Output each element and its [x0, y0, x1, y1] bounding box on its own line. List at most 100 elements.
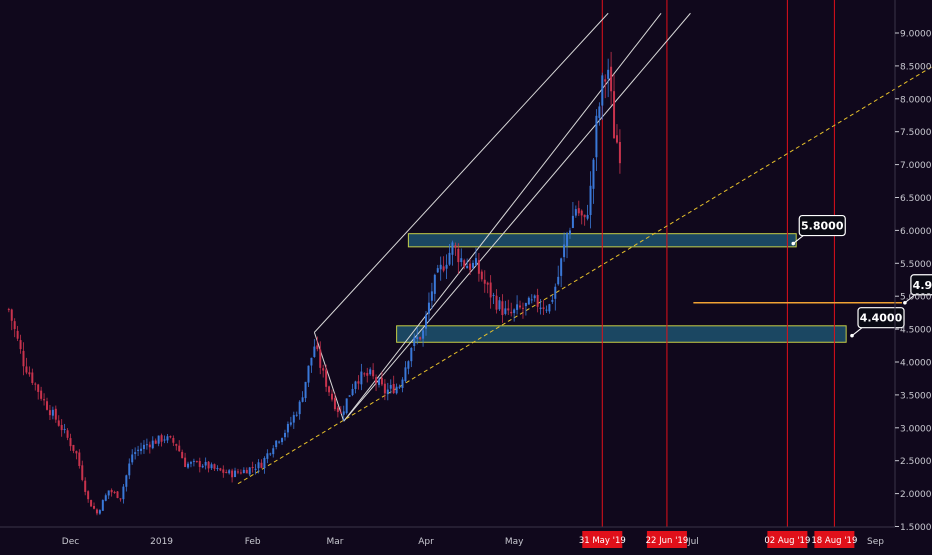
candle-body [48, 410, 51, 416]
y-tick-label: 1.5000 [900, 523, 932, 533]
candle-body [207, 461, 210, 469]
candle-body [175, 444, 178, 446]
candle-body [516, 304, 519, 310]
x-tick-label: Apr [418, 537, 434, 547]
y-tick-label: 5.5000 [900, 260, 932, 270]
candle-body [283, 432, 286, 438]
candle-body [160, 435, 163, 442]
candle-body [486, 282, 489, 285]
candle-body [148, 444, 151, 448]
x-tick-label: Feb [245, 537, 261, 547]
candle-body [125, 475, 128, 487]
candle-body [604, 79, 607, 82]
candle-body [563, 244, 566, 258]
x-tick-label: Sep [867, 537, 884, 547]
x-tick-label: Jul [687, 537, 699, 547]
candle-body [583, 214, 586, 218]
candle-body [568, 230, 571, 235]
candle-body [469, 263, 472, 270]
candle-body [395, 386, 398, 394]
candle-body [354, 381, 357, 390]
candle-body [386, 389, 389, 395]
candle-body [25, 366, 28, 373]
candle-body [213, 464, 216, 469]
candle-body [333, 397, 336, 410]
candle-body [407, 361, 410, 369]
candle-body [189, 462, 192, 464]
candle-body [304, 381, 307, 399]
candle-body [548, 304, 551, 312]
candle-body [375, 377, 378, 384]
candle-body [372, 370, 375, 377]
candle-body [257, 462, 260, 469]
candle-body [198, 461, 201, 467]
y-tick-label: 7.0000 [900, 161, 932, 171]
candle-body [310, 357, 313, 366]
candle-body [69, 438, 72, 447]
candle-body [610, 66, 613, 92]
callout-layer: 5.8000 4.9000 4.4000 [791, 214, 932, 338]
callout-box [910, 274, 932, 296]
candle-body [95, 509, 98, 514]
y-tick-label: 8.5000 [900, 62, 932, 72]
callout-box [857, 307, 905, 329]
candle-body [410, 347, 413, 362]
callout-label: 4.9000 [913, 279, 932, 292]
candle-body [530, 299, 533, 301]
candle-body [498, 300, 501, 310]
candle-body [266, 453, 269, 459]
candle-body [87, 491, 90, 500]
candle-body [345, 398, 348, 414]
y-tick-label: 4.0000 [900, 359, 932, 369]
candle-body [298, 401, 301, 415]
candle-body [501, 301, 504, 316]
candle-body [601, 75, 604, 106]
candle-body [57, 420, 60, 426]
candle-body [474, 258, 477, 266]
candle-body [228, 470, 231, 474]
candle-body [134, 452, 137, 454]
candle-body [222, 469, 225, 473]
callout-anchor [903, 300, 907, 305]
candle-body [527, 297, 530, 305]
candle-body [360, 371, 363, 385]
candle-body [445, 264, 448, 269]
candle-body [184, 457, 187, 467]
candle-body [533, 295, 536, 299]
candle-body [278, 441, 281, 443]
candle-body [595, 115, 598, 158]
candle-body [477, 260, 480, 274]
candle-body [116, 491, 119, 498]
candle-body [592, 159, 595, 189]
candle-body [169, 436, 172, 438]
candle-body [545, 309, 548, 311]
candle-body [245, 469, 248, 474]
channel-line [313, 332, 345, 422]
price-axis[interactable]: 1.5000 2.0000 2.5000 3.0000 3.5000 4.0000 4.50… [894, 0, 932, 533]
time-axis[interactable]: Dec 2019 Feb Mar Apr May Jul Sep 31 May '19 22 Ju… [0, 526, 895, 548]
candle-body [539, 307, 542, 310]
candle-body [78, 452, 81, 466]
candle-body [425, 314, 428, 329]
candle-body [463, 260, 466, 268]
candle-body [325, 369, 328, 387]
candle-body [339, 412, 342, 414]
callout-box [798, 214, 846, 237]
candle-body [330, 393, 333, 400]
candle-body [439, 264, 442, 270]
candle-body [43, 399, 46, 401]
candle-body [416, 337, 419, 339]
candle-body [448, 252, 451, 265]
y-tick-label: 8.0000 [900, 95, 932, 105]
y-tick-label: 2.0000 [900, 490, 932, 500]
zone-layer [396, 233, 847, 343]
candle-body [392, 383, 395, 394]
candle-body [81, 465, 84, 480]
candle-body [154, 440, 157, 444]
y-tick-label: 3.5000 [900, 391, 932, 401]
candle-body [351, 388, 354, 396]
candle-body [507, 308, 510, 311]
